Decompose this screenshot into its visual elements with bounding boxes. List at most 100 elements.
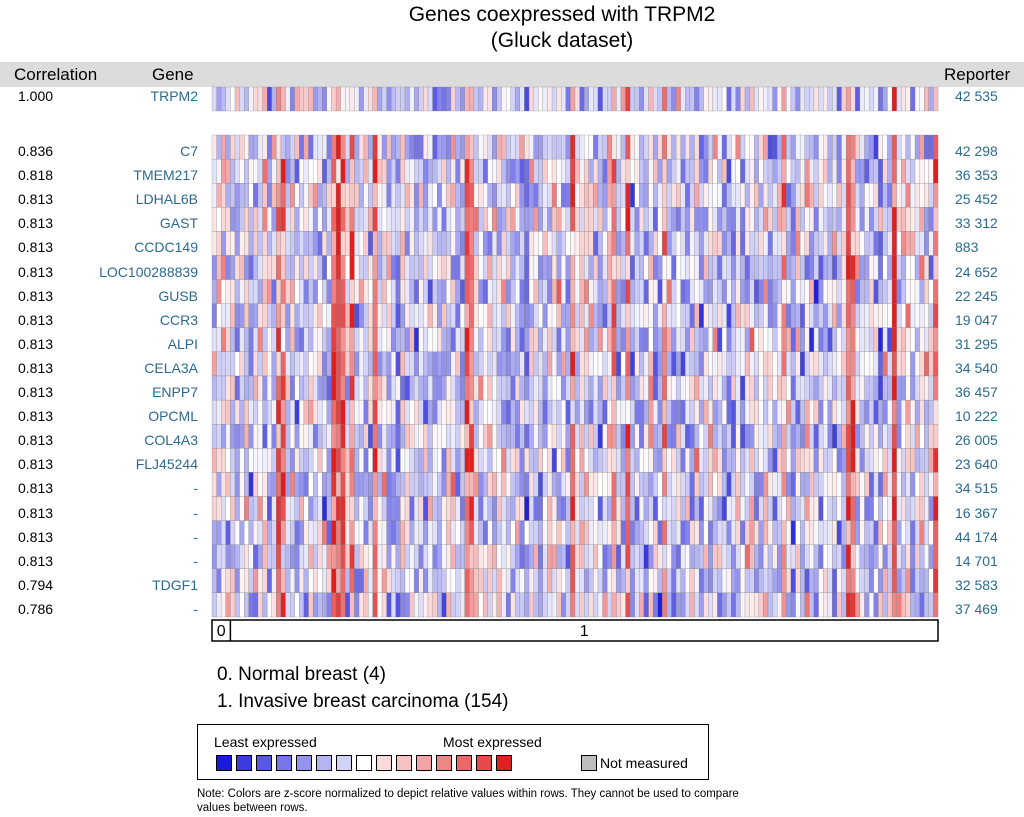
heatmap-cell xyxy=(248,544,254,569)
heatmap-cell xyxy=(928,303,934,328)
gene-link[interactable]: FLJ45244 xyxy=(135,456,198,473)
heatmap-cell xyxy=(868,158,874,184)
gene-link[interactable]: COL4A3 xyxy=(144,432,198,449)
heatmap-cell xyxy=(381,472,387,497)
heatmap-cell xyxy=(510,496,516,521)
gene-link[interactable]: TMEM217 xyxy=(133,167,198,184)
gene-link[interactable]: CCR3 xyxy=(159,311,198,328)
heatmap-cell xyxy=(914,86,920,112)
gene-link[interactable]: CCDC149 xyxy=(134,239,198,256)
heatmap-cell xyxy=(299,399,305,425)
heatmap-cell xyxy=(643,472,649,497)
heatmap-cell xyxy=(836,496,842,521)
heatmap-cell xyxy=(841,520,847,545)
heatmap-cell xyxy=(859,327,865,353)
heatmap-cell xyxy=(230,158,236,184)
correlation-value: 0.813 xyxy=(18,263,54,280)
heatmap-cell xyxy=(731,592,736,618)
heatmap-cell xyxy=(556,255,562,280)
heatmap-cell xyxy=(248,303,254,328)
gene-link[interactable]: GAST xyxy=(159,215,198,232)
heatmap-cell xyxy=(914,231,920,256)
heatmap-cell xyxy=(230,303,236,328)
heatmap-row xyxy=(211,592,939,618)
gene-link[interactable]: LOC100288839 xyxy=(99,263,198,280)
reporter-link: 19 047 xyxy=(955,311,998,328)
gene-link[interactable]: TRPM2 xyxy=(150,88,198,104)
heatmap-cell xyxy=(335,520,341,545)
heatmap-cell xyxy=(625,183,631,208)
heatmap-cell xyxy=(593,86,599,112)
heatmap-cell xyxy=(882,520,888,545)
heatmap-cell xyxy=(312,375,318,401)
heatmap-cell xyxy=(418,399,424,425)
heatmap-cell xyxy=(740,399,746,425)
heatmap-cell xyxy=(777,592,782,618)
heatmap-cell xyxy=(565,303,571,328)
heatmap-cell xyxy=(754,134,759,160)
heatmap-cell xyxy=(901,375,907,401)
heatmap-cell xyxy=(211,568,217,594)
heatmap-cell xyxy=(873,279,879,304)
heatmap-cell xyxy=(845,279,851,304)
heatmap-cell xyxy=(726,351,732,377)
gene-link[interactable]: GUSB xyxy=(158,287,198,304)
heatmap-cell xyxy=(671,544,677,569)
heatmap-cell xyxy=(427,207,433,232)
gene-link[interactable]: C7 xyxy=(180,143,198,159)
heatmap-cell xyxy=(630,134,635,160)
gene-link[interactable]: LDHAL6B xyxy=(135,191,198,208)
heatmap-cell xyxy=(377,399,383,425)
heatmap-cell xyxy=(340,399,346,425)
heatmap-cell xyxy=(262,255,268,280)
gene-link[interactable]: CELA3A xyxy=(144,359,198,376)
heatmap-cell xyxy=(643,255,649,280)
gene-link[interactable]: ALPI xyxy=(167,335,198,352)
gene-link[interactable]: ENPP7 xyxy=(152,384,198,400)
heatmap-cell xyxy=(262,375,268,401)
heatmap-cell xyxy=(496,86,502,112)
heatmap-cell xyxy=(717,520,723,545)
heatmap-cell xyxy=(616,134,622,160)
heatmap-cell xyxy=(933,183,939,208)
heatmap-cell xyxy=(823,207,828,232)
heatmap-cell xyxy=(280,231,286,256)
heatmap-cell xyxy=(584,255,589,280)
heatmap-cell xyxy=(225,183,231,208)
heatmap-cell xyxy=(800,351,805,377)
heatmap-cell xyxy=(234,86,240,112)
heatmap-cell xyxy=(349,399,355,425)
heatmap-cell xyxy=(836,375,842,401)
heatmap-cell xyxy=(395,424,401,449)
heatmap-cell xyxy=(634,351,640,377)
gene-link[interactable]: OPCML xyxy=(148,408,198,425)
heatmap-cell xyxy=(607,544,612,569)
heatmap-cell xyxy=(859,351,865,377)
heatmap-cell xyxy=(818,568,824,594)
heatmap-cell xyxy=(694,592,700,618)
heatmap-cell xyxy=(460,375,465,401)
heatmap-cell xyxy=(933,568,939,594)
heatmap-cell xyxy=(455,448,461,473)
heatmap-cell xyxy=(322,207,328,232)
heatmap-cell xyxy=(519,375,525,401)
heatmap-cell xyxy=(758,158,764,184)
heatmap-cell xyxy=(809,255,815,280)
heatmap-cell xyxy=(551,351,557,377)
gene-link[interactable]: TDGF1 xyxy=(152,576,198,593)
heatmap-cell xyxy=(850,279,856,304)
reporter-link: 36 353 xyxy=(955,167,998,184)
heatmap-cell xyxy=(211,86,217,112)
heatmap-cell xyxy=(538,231,544,256)
heatmap-cell xyxy=(358,207,364,232)
heatmap-cell xyxy=(349,303,355,328)
heatmap-cell xyxy=(331,424,337,449)
heatmap-cell xyxy=(322,375,328,401)
heatmap-cell xyxy=(731,303,736,328)
heatmap-cell xyxy=(813,424,819,449)
heatmap-cell xyxy=(832,399,838,425)
heatmap-cell xyxy=(864,255,870,280)
heatmap-cell xyxy=(905,592,911,618)
heatmap-cell xyxy=(809,303,815,328)
heatmap-cell xyxy=(335,496,341,521)
